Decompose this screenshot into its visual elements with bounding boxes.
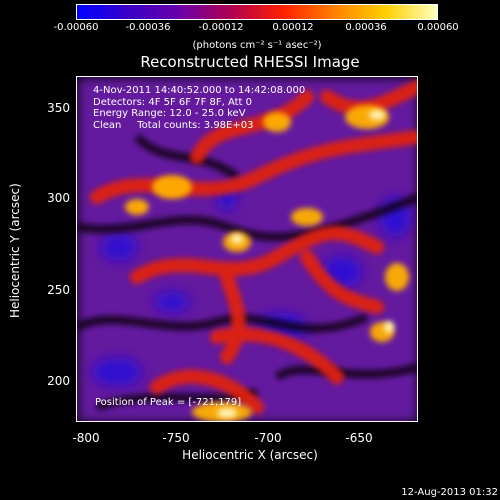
colorbar-tick: 0.00060 (417, 22, 459, 33)
colorbar-tick: -0.00036 (125, 22, 171, 33)
y-tick-label: 350 (47, 101, 70, 115)
energy-range: Energy Range: 12.0 - 25.0 keV (93, 108, 246, 119)
detectors-info: Detectors: 4F 5F 6F 7F 8F, Att 0 (93, 96, 253, 108)
observation-info: 4-Nov-2011 14:40:52.000 to 14:42:08.000 D… (93, 85, 305, 131)
colorbar (76, 4, 438, 20)
y-tick-label: 300 (47, 191, 70, 205)
image-map (77, 77, 417, 421)
colorbar-tick: 0.00036 (345, 22, 387, 33)
colorbar-units: (photons cm⁻² s⁻¹ asec⁻²) (192, 40, 322, 51)
peak-position: Position of Peak = [-721,179] (95, 397, 242, 408)
colorbar-tick: -0.00060 (53, 22, 99, 33)
y-tick-label: 250 (47, 283, 70, 297)
x-tick-label: -650 (345, 431, 373, 445)
clean-counts: Clean Total counts: 3.98E+03 (93, 119, 254, 131)
x-axis-label: Heliocentric X (arcsec) (182, 448, 318, 462)
image-title: Reconstructed RHESSI Image (140, 53, 360, 71)
y-axis-label: Heliocentric Y (arcsec) (8, 182, 22, 318)
colorbar-tick: 0.00012 (272, 22, 314, 33)
rhessi-image: 4-Nov-2011 14:40:52.000 to 14:42:08.000 D… (76, 76, 418, 422)
time-range: 4-Nov-2011 14:40:52.000 to 14:42:08.000 (93, 85, 306, 96)
x-tick-label: -750 (162, 431, 190, 445)
colorbar-tick: -0.00012 (198, 22, 244, 33)
timestamp: 12-Aug-2013 01:32 (401, 487, 498, 498)
y-tick-label: 200 (47, 374, 70, 388)
x-tick-label: -800 (72, 431, 100, 445)
x-tick-label: -700 (254, 431, 282, 445)
